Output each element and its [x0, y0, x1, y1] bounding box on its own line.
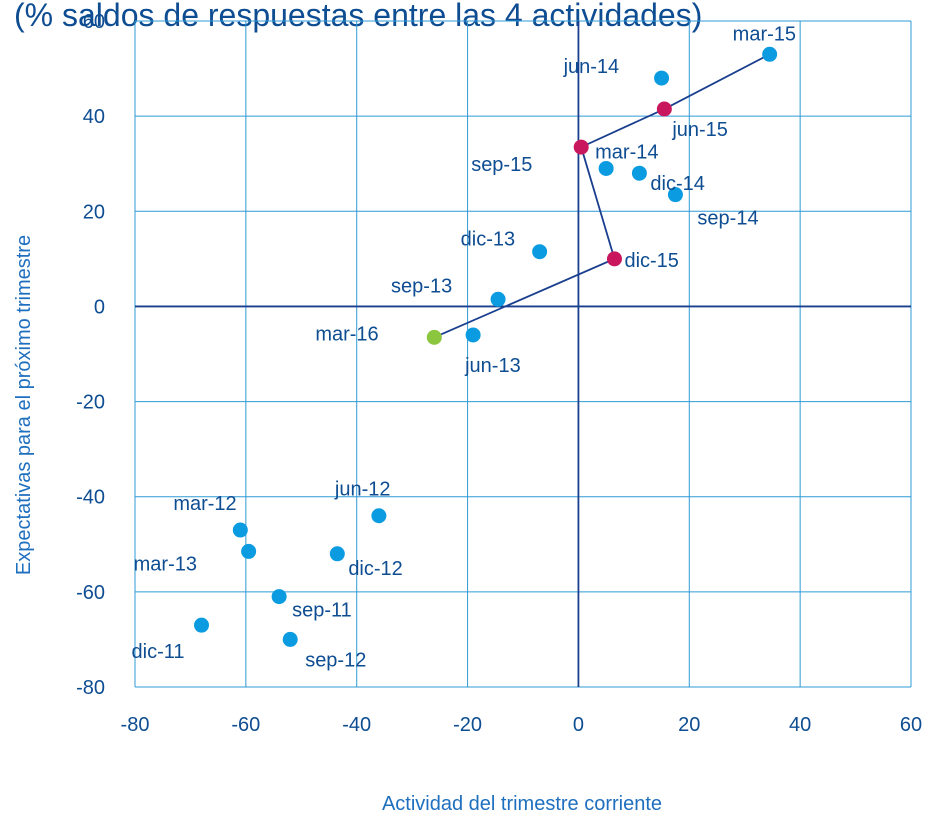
point-labels: dic-11 mar-12 jun-12 sep-11 sep-12 dic-12 mar-…: [132, 23, 797, 671]
y-axis-label: Expectativas para el próximo trimestre: [13, 235, 35, 575]
point-jun-13: [465, 327, 481, 343]
point-label-mar-16: mar-16: [315, 323, 378, 345]
point-mar-16: [426, 329, 442, 345]
point-label-dic-14: dic-14: [650, 173, 704, 195]
grid: [134, 20, 912, 688]
point-label-sep-14: sep-14: [697, 208, 758, 230]
point-dic-15: [606, 251, 622, 267]
point-label-sep-13: sep-13: [391, 275, 452, 297]
point-sep-13: [490, 291, 506, 307]
point-mar-12: [232, 522, 248, 538]
point-jun-15: [656, 101, 672, 117]
point-label-mar-14: mar-14: [595, 141, 658, 163]
x-tick-label: 60: [900, 714, 922, 736]
y-tick-labels: -80 -60 -40 -20 0 20 40 60: [76, 11, 105, 699]
point-label-jun-13: jun-13: [464, 355, 521, 377]
point-label-sep-11: sep-11: [292, 600, 352, 622]
x-tick-label: -40: [342, 714, 371, 736]
y-tick-label: 60: [83, 11, 105, 33]
data-points: [194, 46, 778, 647]
point-mar-14: [598, 160, 614, 176]
x-tick-label: -80: [121, 714, 150, 736]
point-jun-14: [654, 70, 670, 86]
point-label-jun-15: jun-15: [671, 119, 728, 141]
y-tick-label: 40: [83, 106, 105, 128]
point-jun-12: [371, 508, 387, 524]
point-sep-11: [271, 589, 287, 605]
point-label-dic-13: dic-13: [461, 229, 515, 251]
point-label-mar-13: mar-13: [134, 553, 197, 575]
point-dic-12: [329, 546, 345, 562]
point-label-jun-12: jun-12: [334, 479, 391, 501]
y-tick-label: 0: [94, 296, 105, 318]
point-label-dic-11: dic-11: [132, 641, 185, 663]
x-tick-label: 20: [678, 714, 700, 736]
x-tick-label: 0: [573, 714, 584, 736]
x-tick-labels: -80 -60 -40 -20 0 20 40 60: [121, 714, 923, 736]
y-tick-label: -60: [76, 582, 105, 604]
point-label-sep-15: sep-15: [471, 154, 532, 176]
point-label-dic-15: dic-15: [624, 250, 678, 272]
point-mar-15: [762, 46, 778, 62]
point-label-sep-12: sep-12: [305, 649, 366, 671]
y-tick-label: -80: [76, 677, 105, 699]
point-sep-12: [282, 631, 298, 647]
trajectory-polyline: [433, 53, 771, 339]
point-label-dic-12: dic-12: [348, 558, 402, 580]
point-dic-11: [194, 617, 210, 633]
point-sep-15: [573, 139, 589, 155]
point-label-jun-14: jun-14: [563, 56, 620, 78]
point-dic-13: [532, 244, 548, 260]
trajectory-line: [433, 53, 771, 339]
x-axis-label: Actividad del trimestre corriente: [382, 793, 662, 815]
x-tick-label: 40: [789, 714, 811, 736]
chart-title: (% saldos de respuestas entre las 4 acti…: [14, 0, 702, 33]
point-sep-14: [667, 187, 683, 203]
point-label-mar-15: mar-15: [733, 23, 796, 45]
y-tick-label: 20: [83, 201, 105, 223]
y-tick-label: -20: [76, 392, 105, 414]
point-mar-13: [241, 543, 257, 559]
point-label-mar-12: mar-12: [173, 493, 236, 515]
y-tick-label: -40: [76, 487, 105, 509]
x-tick-label: -20: [453, 714, 482, 736]
axes: [135, 21, 911, 687]
point-dic-14: [631, 165, 647, 181]
x-tick-label: -60: [231, 714, 260, 736]
